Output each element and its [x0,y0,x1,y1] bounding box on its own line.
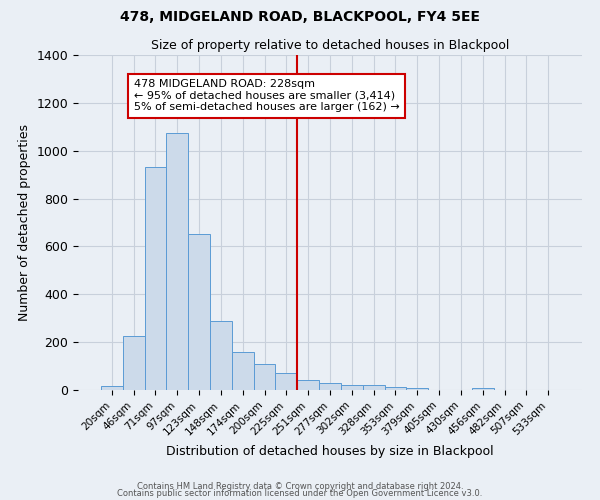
Bar [275,373,297,390]
Bar [363,385,385,390]
Bar [297,380,319,390]
Bar [254,364,275,390]
Bar [210,320,232,390]
Bar [319,383,341,390]
Text: 478 MIDGELAND ROAD: 228sqm
← 95% of detached houses are smaller (3,414)
5% of se: 478 MIDGELAND ROAD: 228sqm ← 95% of deta… [134,79,400,112]
Bar [101,386,123,390]
Bar [385,387,406,390]
Bar [123,336,145,390]
Text: Contains public sector information licensed under the Open Government Licence v3: Contains public sector information licen… [118,490,482,498]
Bar [232,352,254,390]
Bar [341,384,363,390]
Title: Size of property relative to detached houses in Blackpool: Size of property relative to detached ho… [151,40,509,52]
Bar [188,234,210,390]
Y-axis label: Number of detached properties: Number of detached properties [18,124,31,321]
Bar [145,168,166,390]
Bar [166,133,188,390]
Bar [406,388,428,390]
X-axis label: Distribution of detached houses by size in Blackpool: Distribution of detached houses by size … [166,445,494,458]
Text: 478, MIDGELAND ROAD, BLACKPOOL, FY4 5EE: 478, MIDGELAND ROAD, BLACKPOOL, FY4 5EE [120,10,480,24]
Text: Contains HM Land Registry data © Crown copyright and database right 2024.: Contains HM Land Registry data © Crown c… [137,482,463,491]
Bar [472,388,494,390]
